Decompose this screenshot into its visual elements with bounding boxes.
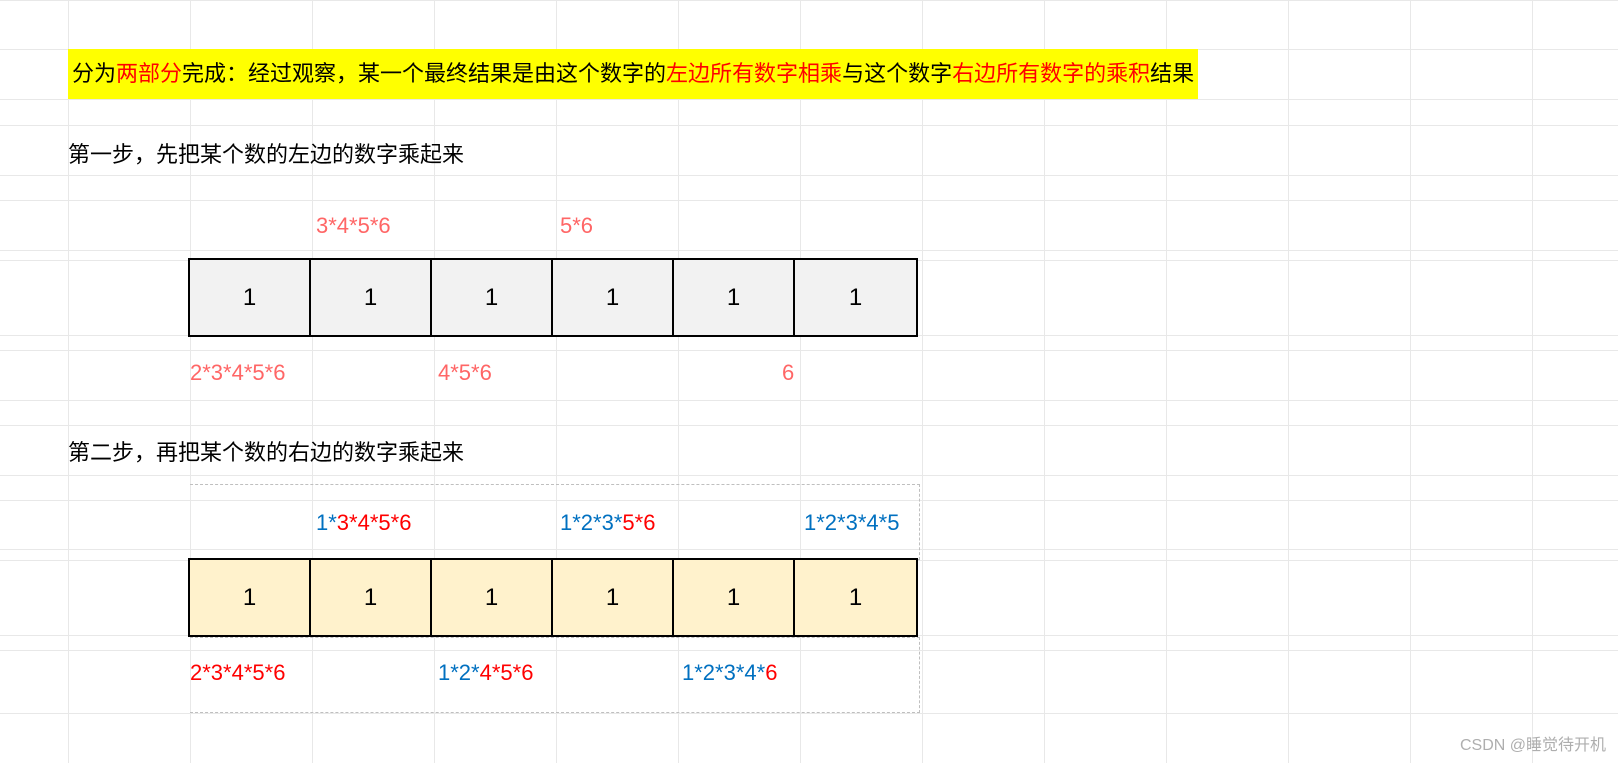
- array-cell: 1: [190, 560, 311, 635]
- array-cell: 1: [432, 260, 553, 335]
- step2-top-annotation: 1*3*4*5*6: [316, 510, 411, 536]
- step2-array: 111111: [188, 558, 918, 637]
- step1-bottom-annotation: 6: [782, 360, 794, 386]
- step1-title: 第一步，先把某个数的左边的数字乘起来: [68, 137, 464, 169]
- step2-dashed-bottom: [190, 637, 920, 713]
- highlight-segment: 左边所有数字相乘: [666, 61, 842, 86]
- highlight-segment: 右边所有数字的乘积: [952, 61, 1150, 86]
- highlight-segment: 完成：经过观察，某一个最终结果是由这个数字的: [182, 61, 666, 86]
- step1-array: 111111: [188, 258, 918, 337]
- array-cell: 1: [795, 560, 916, 635]
- step1-top-annotation: 3*4*5*6: [316, 213, 391, 239]
- highlight-segment: 与这个数字: [842, 61, 952, 86]
- highlight-segment: 两部分: [116, 61, 182, 86]
- step2-bottom-annotation: 1*2*3*4*6: [682, 660, 777, 686]
- array-cell: 1: [795, 260, 916, 335]
- step1-bottom-annotation: 2*3*4*5*6: [190, 360, 285, 386]
- array-cell: 1: [553, 260, 674, 335]
- step2-title: 第二步，再把某个数的右边的数字乘起来: [68, 435, 464, 467]
- watermark: CSDN @睡觉待开机: [1460, 731, 1606, 755]
- array-cell: 1: [553, 560, 674, 635]
- array-cell: 1: [311, 260, 432, 335]
- highlight-segment: 结果: [1150, 61, 1194, 86]
- step1-bottom-annotation: 4*5*6: [438, 360, 492, 386]
- array-cell: 1: [674, 560, 795, 635]
- array-cell: 1: [190, 260, 311, 335]
- step2-top-annotation: 1*2*3*4*5: [804, 510, 899, 536]
- highlight-sentence: 分为两部分完成：经过观察，某一个最终结果是由这个数字的左边所有数字相乘与这个数字…: [68, 49, 1198, 99]
- array-cell: 1: [311, 560, 432, 635]
- highlight-segment: 分为: [72, 61, 116, 86]
- array-cell: 1: [674, 260, 795, 335]
- step2-bottom-annotation: 2*3*4*5*6: [190, 660, 285, 686]
- array-cell: 1: [432, 560, 553, 635]
- step2-top-annotation: 1*2*3*5*6: [560, 510, 655, 536]
- step2-bottom-annotation: 1*2*4*5*6: [438, 660, 533, 686]
- step1-top-annotation: 5*6: [560, 213, 593, 239]
